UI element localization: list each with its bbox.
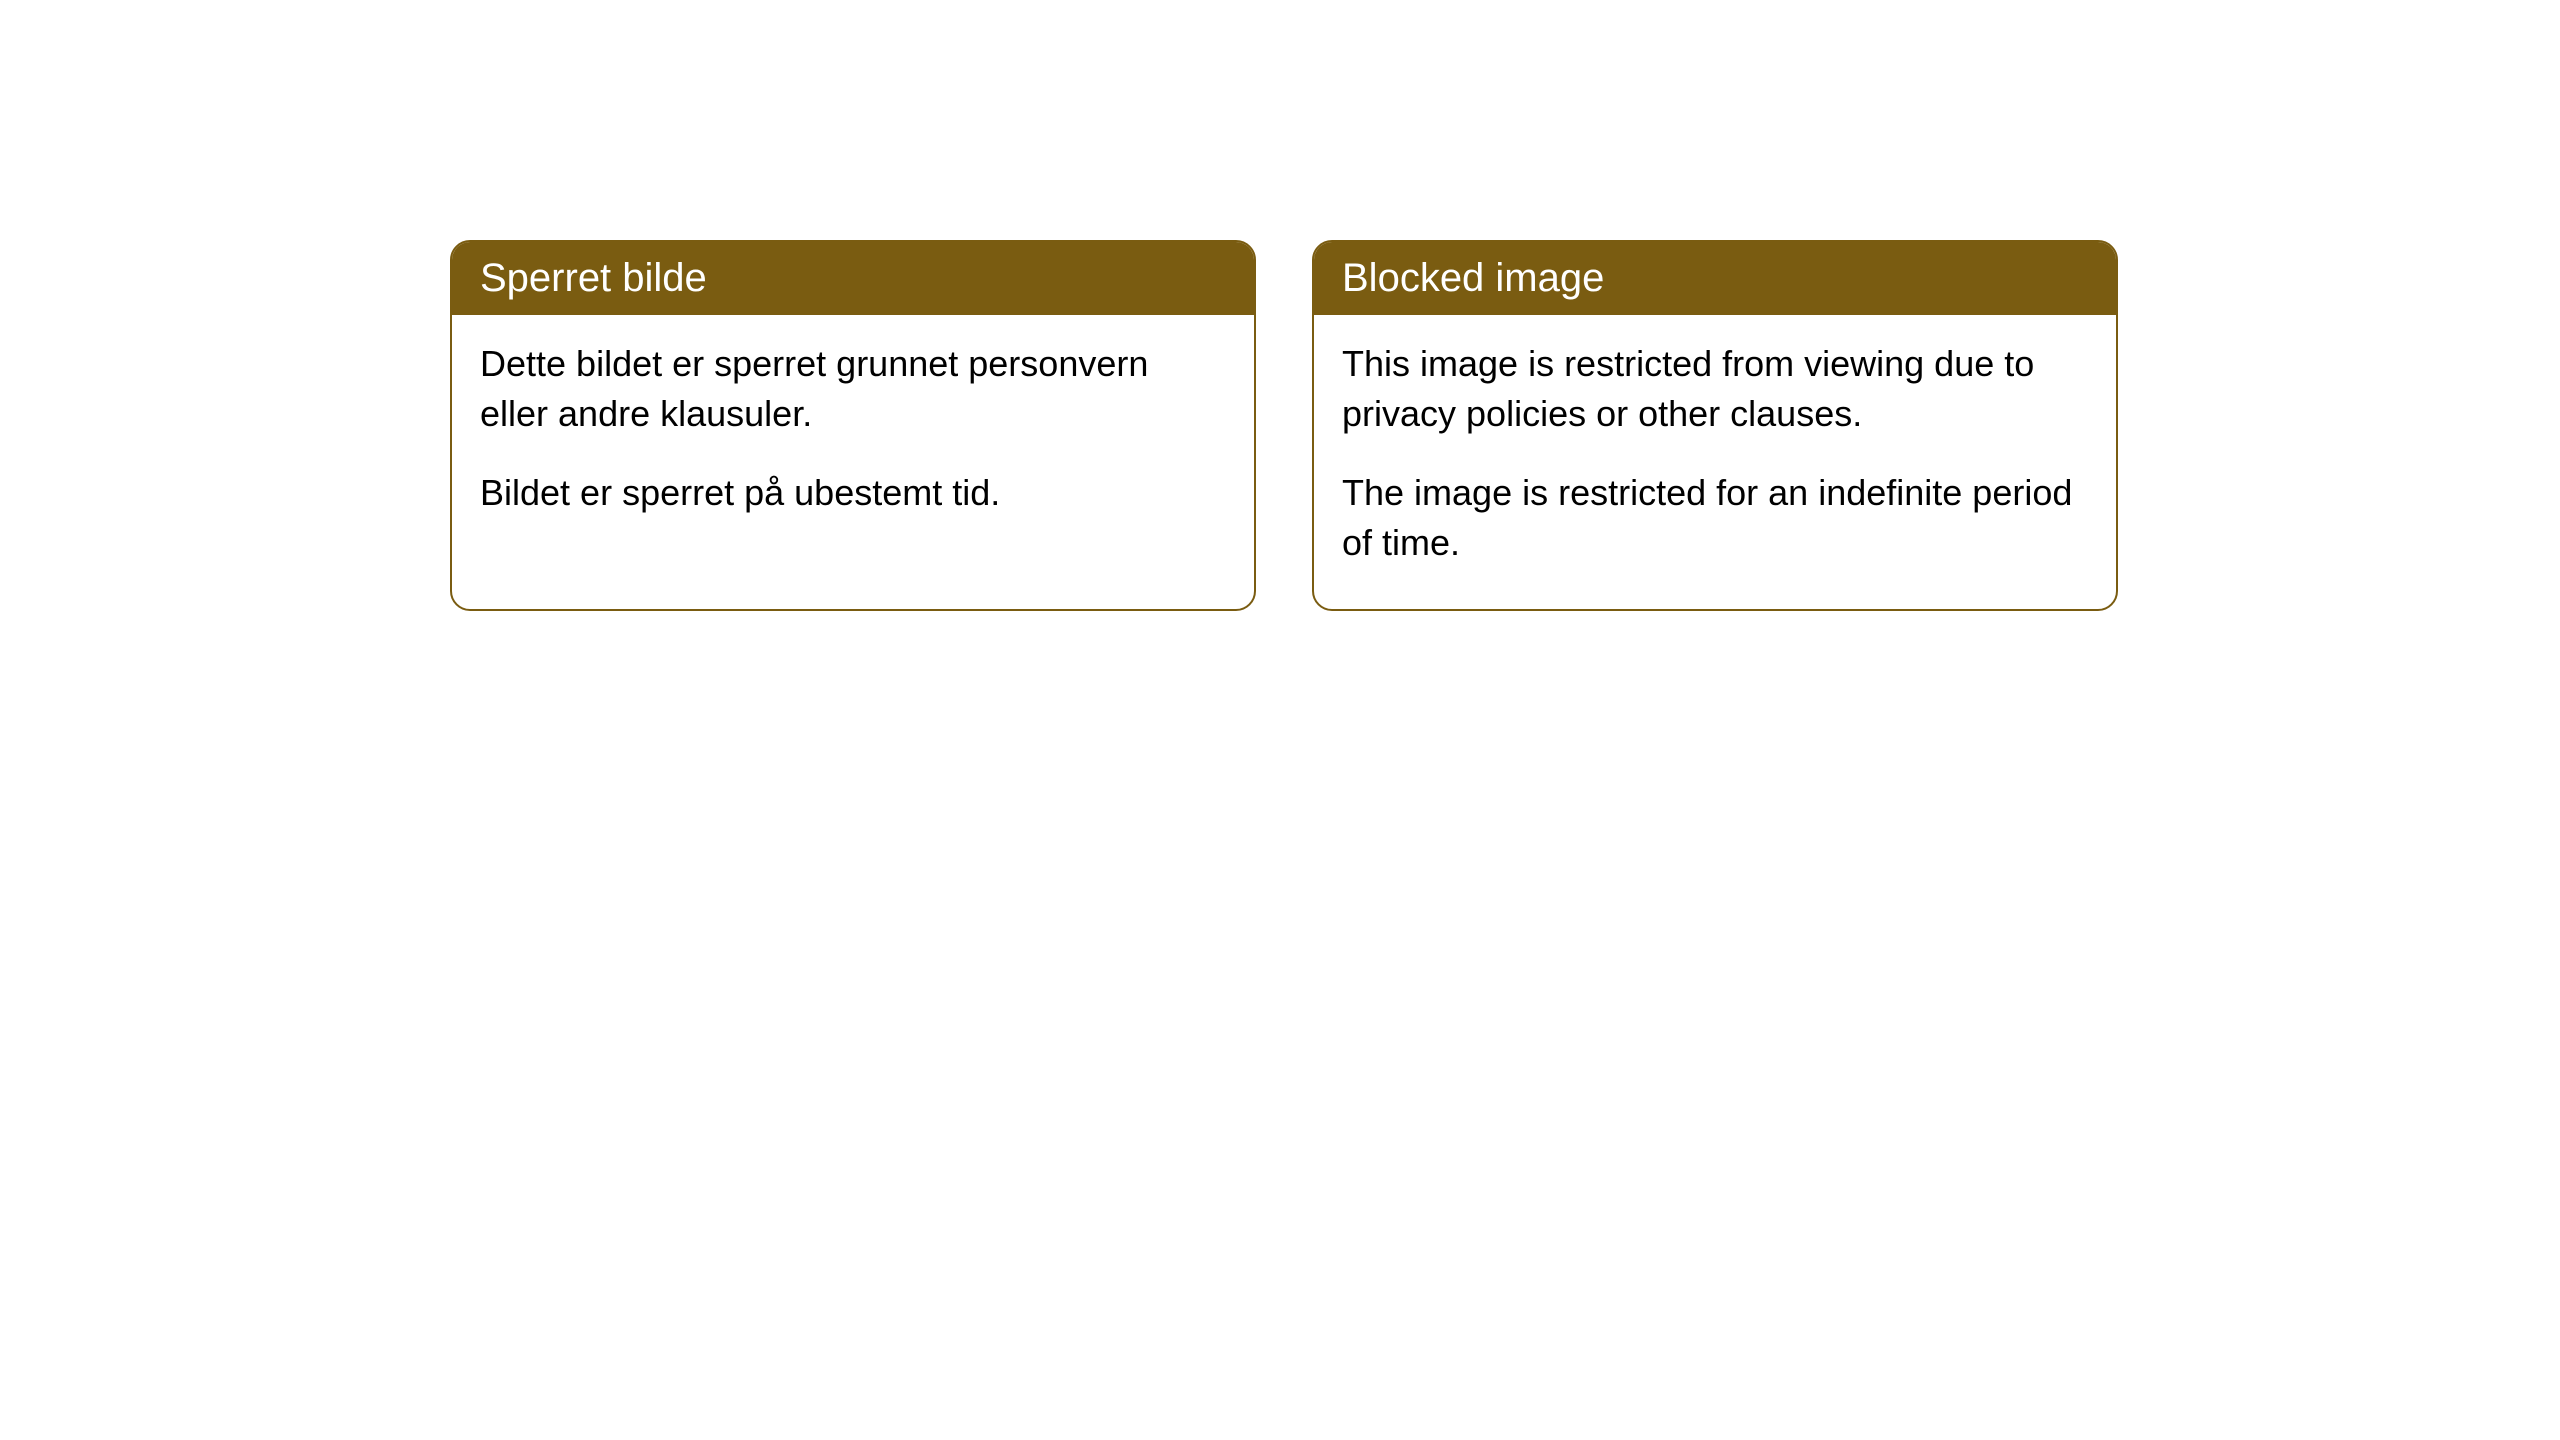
card-header: Blocked image [1314, 242, 2116, 315]
card-body: This image is restricted from viewing du… [1314, 315, 2116, 609]
cards-container: Sperret bilde Dette bildet er sperret gr… [450, 240, 2118, 611]
card-title: Blocked image [1342, 256, 1604, 300]
notice-card-english: Blocked image This image is restricted f… [1312, 240, 2118, 611]
notice-card-norwegian: Sperret bilde Dette bildet er sperret gr… [450, 240, 1256, 611]
card-paragraph: Bildet er sperret på ubestemt tid. [480, 468, 1226, 518]
card-header: Sperret bilde [452, 242, 1254, 315]
card-paragraph: The image is restricted for an indefinit… [1342, 468, 2088, 569]
card-body: Dette bildet er sperret grunnet personve… [452, 315, 1254, 558]
card-paragraph: This image is restricted from viewing du… [1342, 339, 2088, 440]
card-title: Sperret bilde [480, 256, 707, 300]
card-paragraph: Dette bildet er sperret grunnet personve… [480, 339, 1226, 440]
